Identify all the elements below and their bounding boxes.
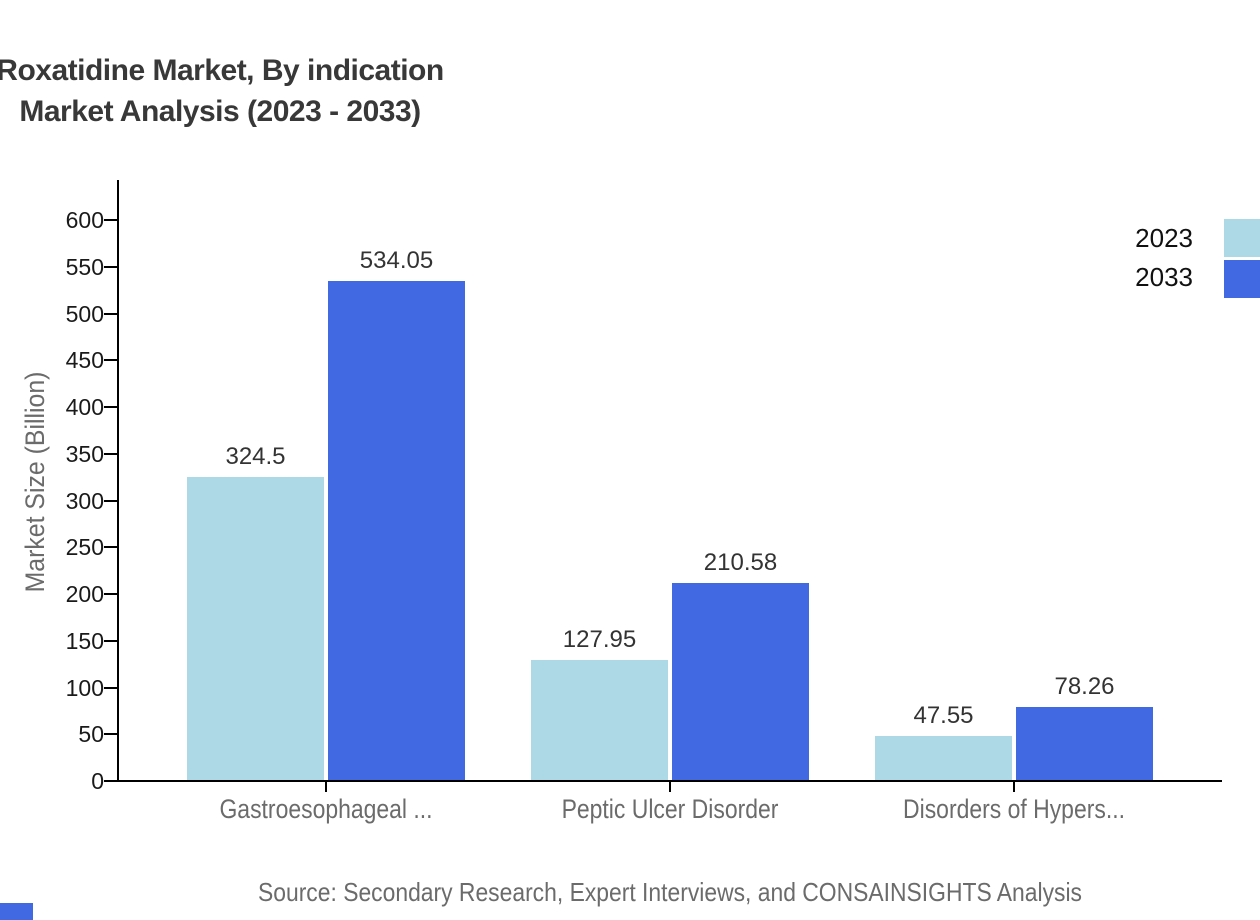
- bar-value-label-2023-cat3: 47.55: [913, 702, 974, 729]
- bar-value-label-2023-cat1: 324.5: [225, 443, 286, 470]
- y-axis-tick-label: 150: [65, 627, 104, 654]
- footer-accent-bar: [0, 903, 33, 920]
- bar-value-label-2033-cat3: 78.26: [1054, 673, 1115, 700]
- chart-title-line2: Market Analysis (2023 - 2033): [19, 95, 421, 128]
- y-axis-tick-label: 400: [65, 394, 104, 420]
- bar-value-label-2033-cat2: 210.58: [703, 549, 778, 576]
- y-axis-tick: [104, 219, 117, 221]
- bar-2033-cat3: [1016, 707, 1153, 780]
- bar-2033-cat2: [672, 583, 809, 780]
- y-axis-tick: [104, 265, 117, 268]
- y-axis-tick: [104, 546, 117, 549]
- y-axis-tick: [104, 406, 117, 408]
- bar-2023-cat1: [187, 477, 324, 780]
- x-axis-tick: [325, 782, 327, 792]
- legend-label-2023: 2023: [1135, 223, 1193, 253]
- bar-2023-cat3: [875, 736, 1012, 780]
- y-axis-tick: [104, 499, 117, 502]
- y-axis-tick: [104, 359, 117, 362]
- bar-2023-cat2: [531, 660, 668, 780]
- y-axis-tick: [104, 733, 117, 736]
- bar-value-label-2033-cat1: 534.05: [359, 247, 434, 274]
- y-axis-tick-label: 250: [65, 534, 104, 561]
- y-axis-tick: [104, 312, 117, 315]
- x-axis-category-label: Disorders of Hypers...: [903, 794, 1125, 824]
- legend-swatch-2033: [1224, 260, 1260, 298]
- x-axis-line: [117, 780, 1222, 782]
- y-axis-tick-label: 500: [65, 300, 104, 327]
- chart-title: Roxatidine Market, By indication Market …: [0, 50, 670, 132]
- y-axis-tick: [104, 452, 117, 455]
- y-axis-tick-label: 300: [65, 487, 104, 514]
- legend-label-2033: 2033: [1135, 262, 1193, 292]
- y-axis-tick-label: 100: [65, 674, 104, 701]
- y-axis-tick: [104, 639, 117, 642]
- x-axis-category-label: Gastroesophageal ...: [219, 794, 433, 824]
- y-axis-line: [117, 180, 119, 782]
- y-axis-tick-label: 350: [65, 440, 104, 467]
- legend-swatch-2023: [1224, 219, 1260, 257]
- y-axis-tick: [104, 593, 117, 595]
- y-axis-tick-label: 50: [78, 721, 104, 748]
- y-axis-tick-label: 0: [91, 768, 104, 794]
- x-axis-tick: [1013, 782, 1015, 792]
- x-axis-tick: [669, 782, 671, 792]
- y-axis-tick: [104, 686, 117, 689]
- source-note: Source: Secondary Research, Expert Inter…: [257, 877, 1083, 907]
- y-axis-tick: [104, 780, 117, 782]
- y-axis-tick-label: 600: [65, 207, 104, 233]
- x-axis-category-label: Peptic Ulcer Disorder: [561, 794, 779, 824]
- bar-2033-cat1: [328, 281, 465, 780]
- y-axis-tick-label: 550: [65, 253, 104, 280]
- bar-value-label-2023-cat2: 127.95: [562, 626, 637, 653]
- y-axis-tick-label: 200: [65, 581, 104, 607]
- y-axis-tick-label: 450: [65, 347, 104, 374]
- chart-title-line1: Roxatidine Market, By indication: [0, 54, 444, 87]
